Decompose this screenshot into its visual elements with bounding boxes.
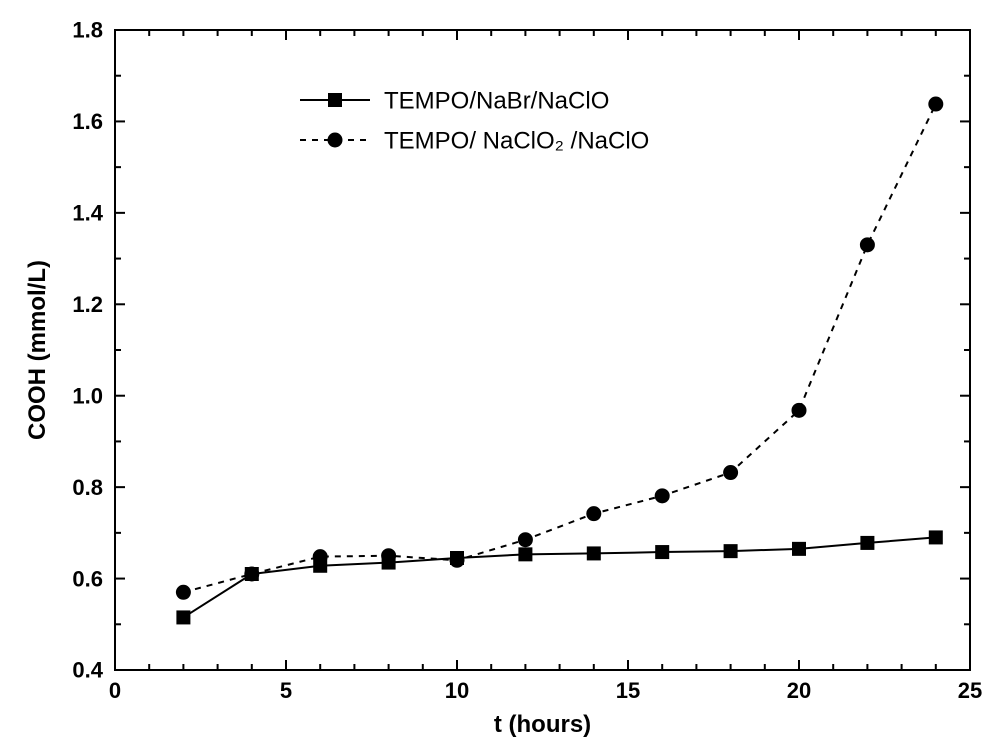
chart-svg: 0 5 10 15 20 25 0.4 0.6 0.8 1.0 1.2 1.4 1.6 1.8 t (hou…: [0, 0, 1000, 755]
series-marker-0: [176, 610, 190, 624]
series-marker-1: [244, 567, 259, 582]
series-marker-0: [724, 544, 738, 558]
x-tick-label: 5: [280, 678, 292, 703]
x-tick-label: 25: [958, 678, 982, 703]
series-marker-1: [655, 488, 670, 503]
series-marker-1: [586, 506, 601, 521]
series-marker-0: [655, 545, 669, 559]
legend-marker-0: [328, 93, 342, 107]
series-marker-1: [313, 549, 328, 564]
series-marker-0: [792, 542, 806, 556]
series-marker-0: [518, 547, 532, 561]
legend-label-1: TEMPO/ NaClO₂ /NaClO: [384, 127, 649, 154]
y-tick-label: 1.6: [72, 109, 103, 134]
y-tick-label: 1.4: [72, 201, 103, 226]
x-tick-label: 15: [616, 678, 640, 703]
series-marker-1: [792, 403, 807, 418]
series-marker-0: [587, 546, 601, 560]
series-marker-0: [860, 536, 874, 550]
x-tick-label: 20: [787, 678, 811, 703]
y-tick-label: 0.8: [72, 475, 103, 500]
series-marker-1: [450, 553, 465, 568]
series-marker-0: [929, 530, 943, 544]
y-tick-label: 1.8: [72, 18, 103, 43]
x-tick-label: 0: [109, 678, 121, 703]
y-tick-label: 1.0: [72, 383, 103, 408]
series-marker-1: [860, 237, 875, 252]
series-marker-1: [176, 585, 191, 600]
y-tick-label: 1.2: [72, 292, 103, 317]
x-axis-label: t (hours): [494, 711, 591, 738]
y-tick-label: 0.4: [72, 658, 103, 683]
series-marker-1: [928, 97, 943, 112]
y-axis-label: COOH (mmol/L): [24, 260, 51, 440]
chart-container: 0 5 10 15 20 25 0.4 0.6 0.8 1.0 1.2 1.4 1.6 1.8 t (hou…: [0, 0, 1000, 755]
legend-label-0: TEMPO/NaBr/NaClO: [384, 87, 609, 114]
legend-marker-1: [328, 133, 343, 148]
series-marker-1: [518, 532, 533, 547]
series-marker-1: [381, 548, 396, 563]
x-tick-label: 10: [445, 678, 469, 703]
y-tick-label: 0.6: [72, 566, 103, 591]
series-marker-1: [723, 465, 738, 480]
